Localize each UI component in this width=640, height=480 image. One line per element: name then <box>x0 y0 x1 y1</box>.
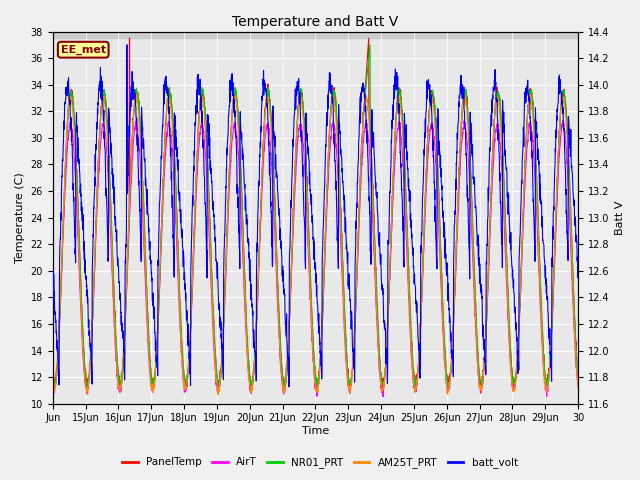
Text: EE_met: EE_met <box>61 45 106 55</box>
Legend: PanelTemp, AirT, NR01_PRT, AM25T_PRT, batt_volt: PanelTemp, AirT, NR01_PRT, AM25T_PRT, ba… <box>118 453 522 472</box>
X-axis label: Time: Time <box>302 426 329 436</box>
Bar <box>52 32 578 38</box>
Y-axis label: Batt V: Batt V <box>615 201 625 235</box>
Title: Temperature and Batt V: Temperature and Batt V <box>232 15 399 29</box>
Y-axis label: Temperature (C): Temperature (C) <box>15 172 25 263</box>
